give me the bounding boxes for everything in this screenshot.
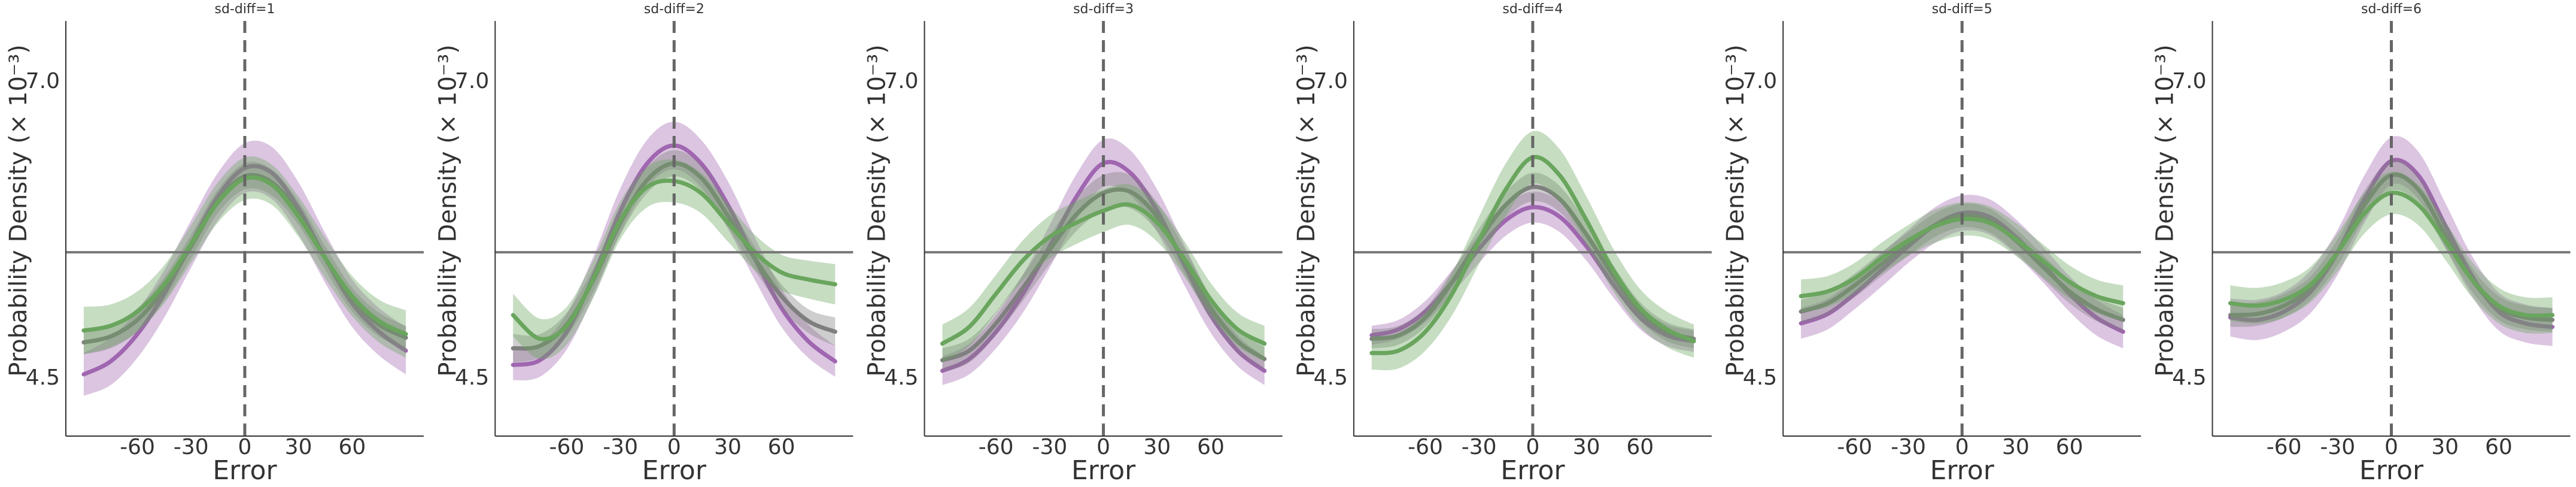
x-axis-label: Error bbox=[642, 455, 707, 486]
panel-sd-diff-3: sd-diff=3 -60 -30 0 30 60 4.5 7.0 Error Probabili… bbox=[864, 2, 1283, 486]
y-axis-label: Probability Density (× 10⁻³) bbox=[1722, 44, 1749, 376]
x-tick-label: -30 bbox=[1462, 435, 1497, 459]
x-tick-label: 0 bbox=[667, 435, 681, 459]
x-tick-label: -60 bbox=[2267, 435, 2302, 459]
panel-title: sd-diff=6 bbox=[2361, 2, 2422, 17]
x-tick-label: -30 bbox=[1032, 435, 1067, 459]
x-tick-label: -30 bbox=[174, 435, 209, 459]
series-3-line bbox=[2228, 190, 2555, 318]
y-tick-label: 7.0 bbox=[884, 69, 918, 93]
x-tick-label: 30 bbox=[1143, 435, 1171, 459]
y-axis-label: Probability Density (× 10⁻³) bbox=[2152, 44, 2179, 376]
series-1-ci-band bbox=[83, 140, 406, 396]
series-1-line bbox=[1369, 205, 1696, 344]
series-2-line bbox=[1369, 184, 1696, 341]
x-tick-label: 0 bbox=[1955, 435, 1969, 459]
x-tick-label: -30 bbox=[1891, 435, 1926, 459]
x-tick-label: 30 bbox=[2431, 435, 2459, 459]
panel-sd-diff-1: sd-diff=1 -60 -30 0 30 60 4.5 7.0 Error Probabili… bbox=[5, 2, 424, 486]
x-axis-label: Error bbox=[2359, 455, 2424, 486]
y-tick-label: 4.5 bbox=[1743, 365, 1777, 390]
x-tick-label: 30 bbox=[1573, 435, 1600, 459]
y-tick-label: 7.0 bbox=[1743, 69, 1777, 93]
y-tick-label: 7.0 bbox=[1314, 69, 1348, 93]
x-tick-label: 30 bbox=[2002, 435, 2030, 459]
x-axis-label: Error bbox=[1500, 455, 1565, 486]
y-axis-label: Probability Density (× 10⁻³) bbox=[5, 44, 32, 376]
y-axis-label: Probability Density (× 10⁻³) bbox=[864, 44, 891, 376]
y-tick-label: 7.0 bbox=[2172, 69, 2206, 93]
series-2-ci-band bbox=[1801, 203, 2124, 332]
series-1-ci-band bbox=[1371, 191, 1694, 352]
y-axis-label: Probability Density (× 10⁻³) bbox=[1293, 44, 1320, 376]
x-tick-label: -60 bbox=[1408, 435, 1443, 459]
x-axis-label: Error bbox=[1930, 455, 1995, 486]
x-axis-label: Error bbox=[212, 455, 277, 486]
x-tick-label: 0 bbox=[2384, 435, 2398, 459]
panel-sd-diff-6: sd-diff=6 -60 -30 0 30 60 4.5 7.0 Error Probabili… bbox=[2152, 2, 2571, 486]
panel-sd-diff-2: sd-diff=2 -60 -30 0 30 60 4.5 7.0 Error Probabili… bbox=[434, 2, 853, 486]
x-tick-label: -30 bbox=[2320, 435, 2355, 459]
y-axis-label: Probability Density (× 10⁻³) bbox=[434, 44, 461, 376]
y-tick-label: 4.5 bbox=[455, 365, 489, 390]
series-3-line bbox=[511, 179, 837, 341]
x-tick-label: -60 bbox=[549, 435, 584, 459]
x-tick-label: 0 bbox=[238, 435, 252, 459]
x-tick-label: 0 bbox=[1526, 435, 1539, 459]
panel-title: sd-diff=5 bbox=[1932, 2, 1992, 17]
series-3-ci-band bbox=[1801, 202, 2124, 321]
y-tick-label: 4.5 bbox=[26, 365, 60, 390]
series-3-ci-band bbox=[2230, 171, 2553, 334]
x-tick-label: 60 bbox=[768, 435, 795, 459]
x-tick-label: 30 bbox=[714, 435, 742, 459]
series-2-ci-band bbox=[942, 172, 1265, 373]
series-2-line bbox=[940, 187, 1267, 362]
panel-title: sd-diff=2 bbox=[644, 2, 704, 17]
panel-title: sd-diff=3 bbox=[1073, 2, 1134, 17]
x-tick-label: -30 bbox=[603, 435, 638, 459]
panel-sd-diff-4: sd-diff=4 -60 -30 0 30 60 4.5 7.0 Error Probabili… bbox=[1293, 2, 1712, 486]
x-tick-label: 60 bbox=[338, 435, 366, 459]
x-tick-label: -60 bbox=[979, 435, 1014, 459]
series-3-ci-band bbox=[1371, 131, 1694, 371]
y-tick-label: 7.0 bbox=[26, 69, 60, 93]
x-tick-label: 30 bbox=[285, 435, 312, 459]
x-tick-label: 60 bbox=[1197, 435, 1225, 459]
x-tick-label: 60 bbox=[2056, 435, 2083, 459]
y-tick-label: 4.5 bbox=[884, 365, 918, 390]
panel-title: sd-diff=1 bbox=[214, 2, 275, 17]
panel-sd-diff-5: sd-diff=5 -60 -30 0 30 60 4.5 7.0 Error Probabili… bbox=[1722, 2, 2141, 486]
x-axis-label: Error bbox=[1071, 455, 1136, 486]
x-tick-label: 60 bbox=[1626, 435, 1654, 459]
panel-title: sd-diff=4 bbox=[1502, 2, 1563, 17]
y-tick-label: 7.0 bbox=[455, 69, 489, 93]
x-tick-label: -60 bbox=[120, 435, 155, 459]
series-3-line bbox=[940, 202, 1267, 346]
y-tick-label: 4.5 bbox=[1314, 365, 1348, 390]
series-1-line bbox=[81, 164, 408, 377]
x-tick-label: -60 bbox=[1837, 435, 1872, 459]
y-tick-label: 4.5 bbox=[2172, 365, 2206, 390]
x-tick-label: 60 bbox=[2485, 435, 2513, 459]
x-tick-label: 0 bbox=[1096, 435, 1110, 459]
series-1-ci-band bbox=[942, 138, 1265, 385]
